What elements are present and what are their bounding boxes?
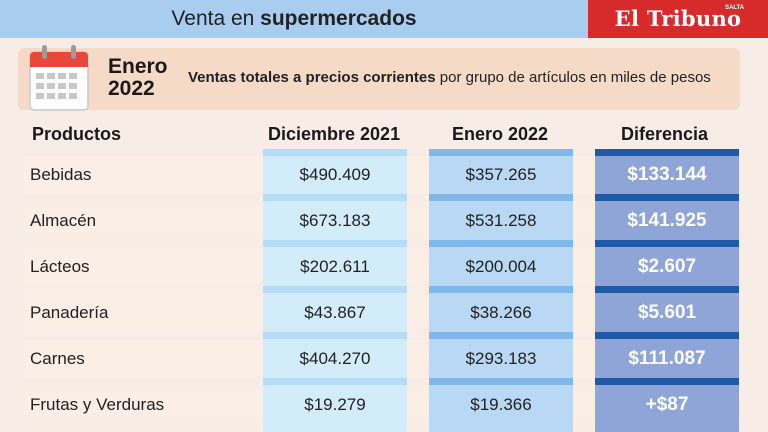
product-name: Panadería (30, 303, 109, 322)
value-diciembre-2021: $43.867 (304, 303, 366, 322)
value-enero-2022: $293.183 (465, 349, 537, 368)
column-band-cap (595, 149, 739, 156)
value-diferencia: $133.144 (627, 164, 707, 185)
value-enero-2022: $38.266 (470, 303, 532, 322)
row-separator-band (595, 286, 739, 293)
subtitle: Ventas totales a precios corrientes por … (188, 69, 711, 86)
calendar-icon (29, 45, 89, 111)
row-separator-band (263, 332, 407, 339)
row-separator-band (595, 332, 739, 339)
column-band-cap (429, 149, 573, 156)
product-name: Almacén (30, 211, 97, 230)
row-separator-band (429, 286, 573, 293)
value-enero-2022: $19.366 (470, 395, 532, 414)
value-diciembre-2021: $404.270 (299, 349, 371, 368)
year-label: 2022 (108, 77, 155, 100)
product-name: Bebidas (30, 165, 92, 184)
col-header-enero: Enero 2022 (452, 124, 549, 144)
row-separator-band (429, 240, 573, 247)
row-separator-band (595, 240, 739, 247)
month-label: Enero (108, 55, 168, 78)
row-separator-band (429, 378, 573, 385)
value-diciembre-2021: $202.611 (300, 257, 370, 276)
value-diciembre-2021: $673.183 (299, 211, 371, 230)
product-name: Carnes (30, 349, 85, 368)
value-diciembre-2021: $19.279 (304, 395, 366, 414)
value-diferencia: $111.087 (628, 348, 706, 369)
row-separator-band (595, 194, 739, 201)
header-bar: Venta en supermercados El Tribuno SALTA (0, 0, 768, 38)
date-label: Enero 2022 (108, 56, 178, 100)
row-separator-band (429, 194, 573, 201)
value-diferencia: $2.607 (637, 256, 697, 277)
col-header-diciembre: Diciembre 2021 (268, 124, 401, 144)
row-separator-band (263, 194, 407, 201)
brand-logo: El Tribuno SALTA (588, 0, 768, 38)
product-name: Frutas y Verduras (30, 395, 165, 414)
value-enero-2022: $357.265 (465, 165, 537, 184)
value-diferencia: $141.925 (627, 210, 707, 231)
subheader-panel: Enero 2022 Ventas totales a precios corr… (18, 45, 740, 111)
product-name: Lácteos (30, 257, 90, 276)
value-diferencia: $5.601 (637, 302, 697, 323)
page-title: Venta en supermercados (171, 7, 417, 30)
value-diciembre-2021: $490.409 (299, 165, 371, 184)
row-separator-band (595, 378, 739, 385)
value-enero-2022: $200.004 (465, 257, 537, 276)
row-separator-band (263, 378, 407, 385)
col-header-productos: Productos (32, 124, 122, 144)
row-separator-band (429, 332, 573, 339)
value-enero-2022: $531.258 (465, 211, 537, 230)
column-band-cap (263, 149, 407, 156)
value-diferencia: +$87 (645, 394, 689, 415)
row-separator-band (263, 240, 407, 247)
col-header-diferencia: Diferencia (621, 124, 709, 144)
row-separator-band (263, 286, 407, 293)
